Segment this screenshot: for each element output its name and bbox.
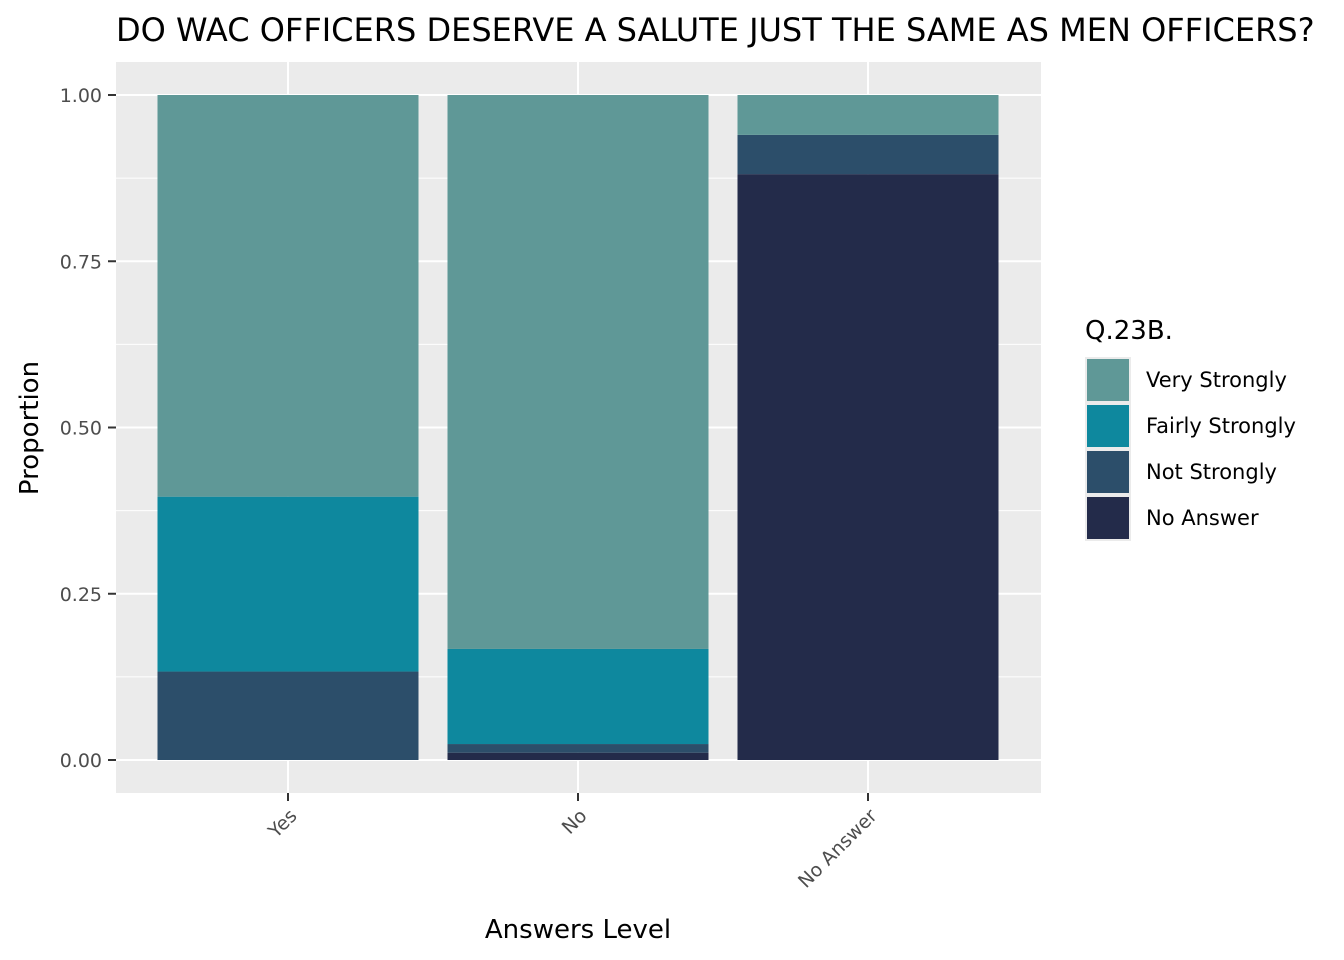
y-tick-label: 0.25 bbox=[60, 584, 102, 606]
bars bbox=[157, 95, 999, 760]
bar-segment bbox=[157, 671, 419, 760]
legend: Q.23B. Very Strongly Fairly Strongly Not S… bbox=[1085, 316, 1296, 541]
legend-swatch bbox=[1087, 497, 1129, 539]
y-tick-label: 1.00 bbox=[60, 85, 102, 107]
bar-segment bbox=[447, 744, 709, 753]
bar-segment bbox=[737, 174, 999, 760]
bar-segment bbox=[737, 134, 999, 175]
bar-segment bbox=[447, 752, 709, 760]
x-axis: Yes No No Answer bbox=[264, 793, 882, 893]
legend-label: Fairly Strongly bbox=[1146, 414, 1296, 438]
legend-label: Not Strongly bbox=[1146, 460, 1277, 484]
legend-label: Very Strongly bbox=[1146, 368, 1287, 392]
legend-swatch bbox=[1087, 451, 1129, 493]
x-axis-title: Answers Level bbox=[485, 915, 671, 945]
legend-swatch bbox=[1087, 359, 1129, 401]
x-tick-label: Yes bbox=[264, 805, 302, 843]
bar-segment bbox=[447, 648, 709, 745]
legend-title: Q.23B. bbox=[1085, 316, 1173, 346]
bar-segment bbox=[737, 95, 999, 135]
legend-swatch bbox=[1087, 405, 1129, 447]
y-tick-label: 0.50 bbox=[60, 418, 102, 440]
y-tick-label: 0.75 bbox=[60, 251, 102, 273]
legend-label: No Answer bbox=[1146, 506, 1259, 530]
bar-segment bbox=[157, 95, 419, 497]
y-axis: 0.00 0.25 0.50 0.75 1.00 bbox=[60, 85, 116, 772]
x-tick-label: No Answer bbox=[794, 805, 882, 893]
y-axis-title: Proportion bbox=[15, 361, 45, 495]
bar-segment bbox=[447, 95, 709, 649]
chart-title: DO WAC OFFICERS DESERVE A SALUTE JUST TH… bbox=[116, 11, 1315, 49]
y-tick-label: 0.00 bbox=[60, 750, 102, 772]
x-tick-label: No bbox=[558, 805, 592, 839]
bar-segment bbox=[157, 496, 419, 672]
